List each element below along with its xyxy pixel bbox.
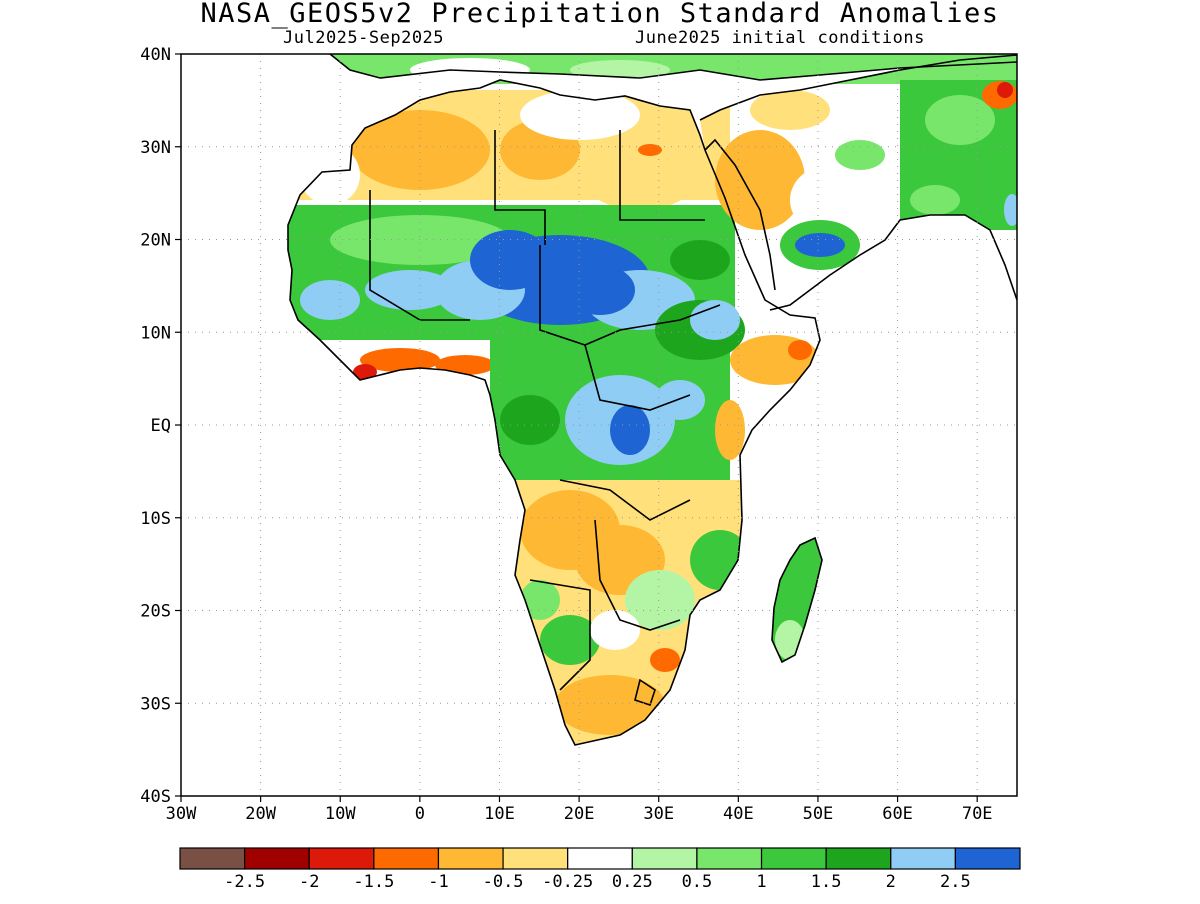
colorbar-swatch — [696, 847, 763, 870]
lon-label: 40E — [723, 804, 754, 824]
colorbar-swatch — [567, 847, 633, 870]
lon-label: 50E — [803, 804, 834, 824]
colorbar-swatch — [954, 847, 1021, 870]
lon-label: 20W — [245, 804, 276, 824]
colorbar-label: -2 — [299, 872, 319, 892]
colorbar-label: -0.5 — [483, 872, 524, 892]
lat-label: 20N — [140, 231, 171, 251]
colorbar-label: 2.5 — [940, 872, 971, 892]
lon-label: 30E — [643, 804, 674, 824]
colorbar-label: 0.5 — [682, 872, 713, 892]
colorbar-label: 2 — [886, 872, 896, 892]
colorbar-swatch — [179, 847, 246, 870]
lon-label: 10W — [325, 804, 356, 824]
lon-label: 10E — [484, 804, 515, 824]
colorbar-swatch — [437, 847, 504, 870]
lat-label: 10N — [140, 323, 171, 343]
lat-label: 40N — [140, 45, 171, 65]
colorbar-swatch — [502, 847, 569, 870]
lon-label: 70E — [962, 804, 993, 824]
lon-label: 60E — [882, 804, 913, 824]
colorbar-swatch — [373, 847, 440, 870]
lat-label: 30N — [140, 138, 171, 158]
colorbar-label: -1.5 — [353, 872, 394, 892]
coastlines — [287, 54, 1017, 746]
initial-conditions: June2025 initial conditions — [635, 28, 925, 48]
colorbar-label: 1 — [756, 872, 766, 892]
anomaly-shading — [288, 54, 1017, 745]
colorbar-label: -1 — [428, 872, 448, 892]
forecast-period: Jul2025-Sep2025 — [283, 28, 445, 48]
colorbar-swatch — [760, 847, 827, 870]
colorbar-swatch — [631, 847, 698, 870]
colorbar-label: 1.5 — [811, 872, 842, 892]
lat-label: 10S — [140, 509, 171, 529]
graticule — [181, 54, 1017, 796]
colorbar-swatch — [825, 847, 892, 870]
lon-label: 0 — [415, 804, 425, 824]
lat-label: EQ — [151, 416, 171, 436]
colorbar-label: -2.5 — [224, 872, 265, 892]
colorbar-swatch — [890, 847, 956, 870]
map-title: NASA_GEOS5v2 Precipitation Standard Anom… — [200, 0, 1000, 29]
lat-label: 20S — [140, 602, 171, 622]
lat-label: 40S — [140, 787, 171, 807]
longitude-labels: 30W 20W 10W 0 10E 20E 30E 40E 50E 60E 70E — [166, 796, 993, 824]
lon-label: 30W — [166, 804, 197, 824]
colorbar-swatch — [308, 847, 375, 870]
lon-label: 20E — [564, 804, 595, 824]
lat-label: 30S — [140, 694, 171, 714]
latitude-labels: 40N 30N 20N 10N EQ 10S 20S 30S 40S — [140, 45, 181, 807]
colorbar: -2.5 -2 -1.5 -1 -0.5 -0.25 0.25 0.5 1 1.5 2 2.5 — [179, 847, 1021, 892]
colorbar-swatch — [244, 847, 310, 870]
colorbar-label: 0.25 — [612, 872, 653, 892]
colorbar-label: -0.25 — [542, 872, 593, 892]
